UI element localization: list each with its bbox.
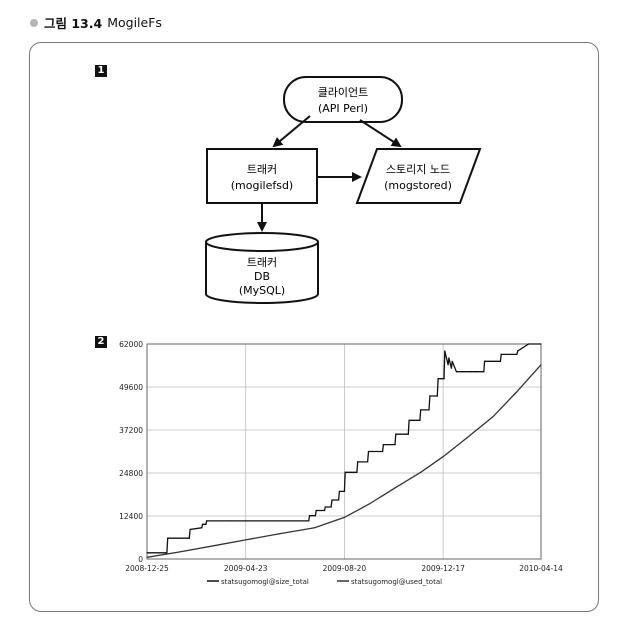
storage-node: 스토리지 노드 (mogstored) xyxy=(355,148,482,204)
client-sublabel: (API Perl) xyxy=(318,102,368,115)
storage-label: 스토리지 노드 xyxy=(386,163,450,176)
figure-title: MogileFs xyxy=(107,15,162,30)
tracker-sublabel: (mogilefsd) xyxy=(231,179,293,192)
architecture-diagram: 클라이언트 (API Perl) 트래커 (mogilefsd) 스토리지 노드… xyxy=(205,76,482,304)
figure-caption: 그림 13.4 MogileFs xyxy=(30,13,162,32)
db-node: 트래커 DB (MySQL) xyxy=(205,232,319,304)
arrow-client-to-storage xyxy=(359,119,402,148)
tracker-label: 트래커 xyxy=(247,163,277,176)
client-label: 클라이언트 xyxy=(318,86,369,99)
storage-sublabel: (mogstored) xyxy=(384,179,452,192)
figure-frame xyxy=(29,42,599,612)
tracker-node: 트래커 (mogilefsd) xyxy=(206,148,318,204)
client-node: 클라이언트 (API Perl) xyxy=(283,76,403,123)
panel-badge-2: 2 xyxy=(95,336,107,348)
panel-badge-1: 1 xyxy=(95,65,107,77)
db-sublabel: DB xyxy=(254,270,270,283)
db-label: 트래커 xyxy=(247,256,277,269)
bullet-icon xyxy=(30,18,38,27)
db-type-label: (MySQL) xyxy=(239,284,285,297)
figure-number: 그림 13.4 xyxy=(44,16,103,31)
arrow-client-to-tracker xyxy=(272,115,311,148)
